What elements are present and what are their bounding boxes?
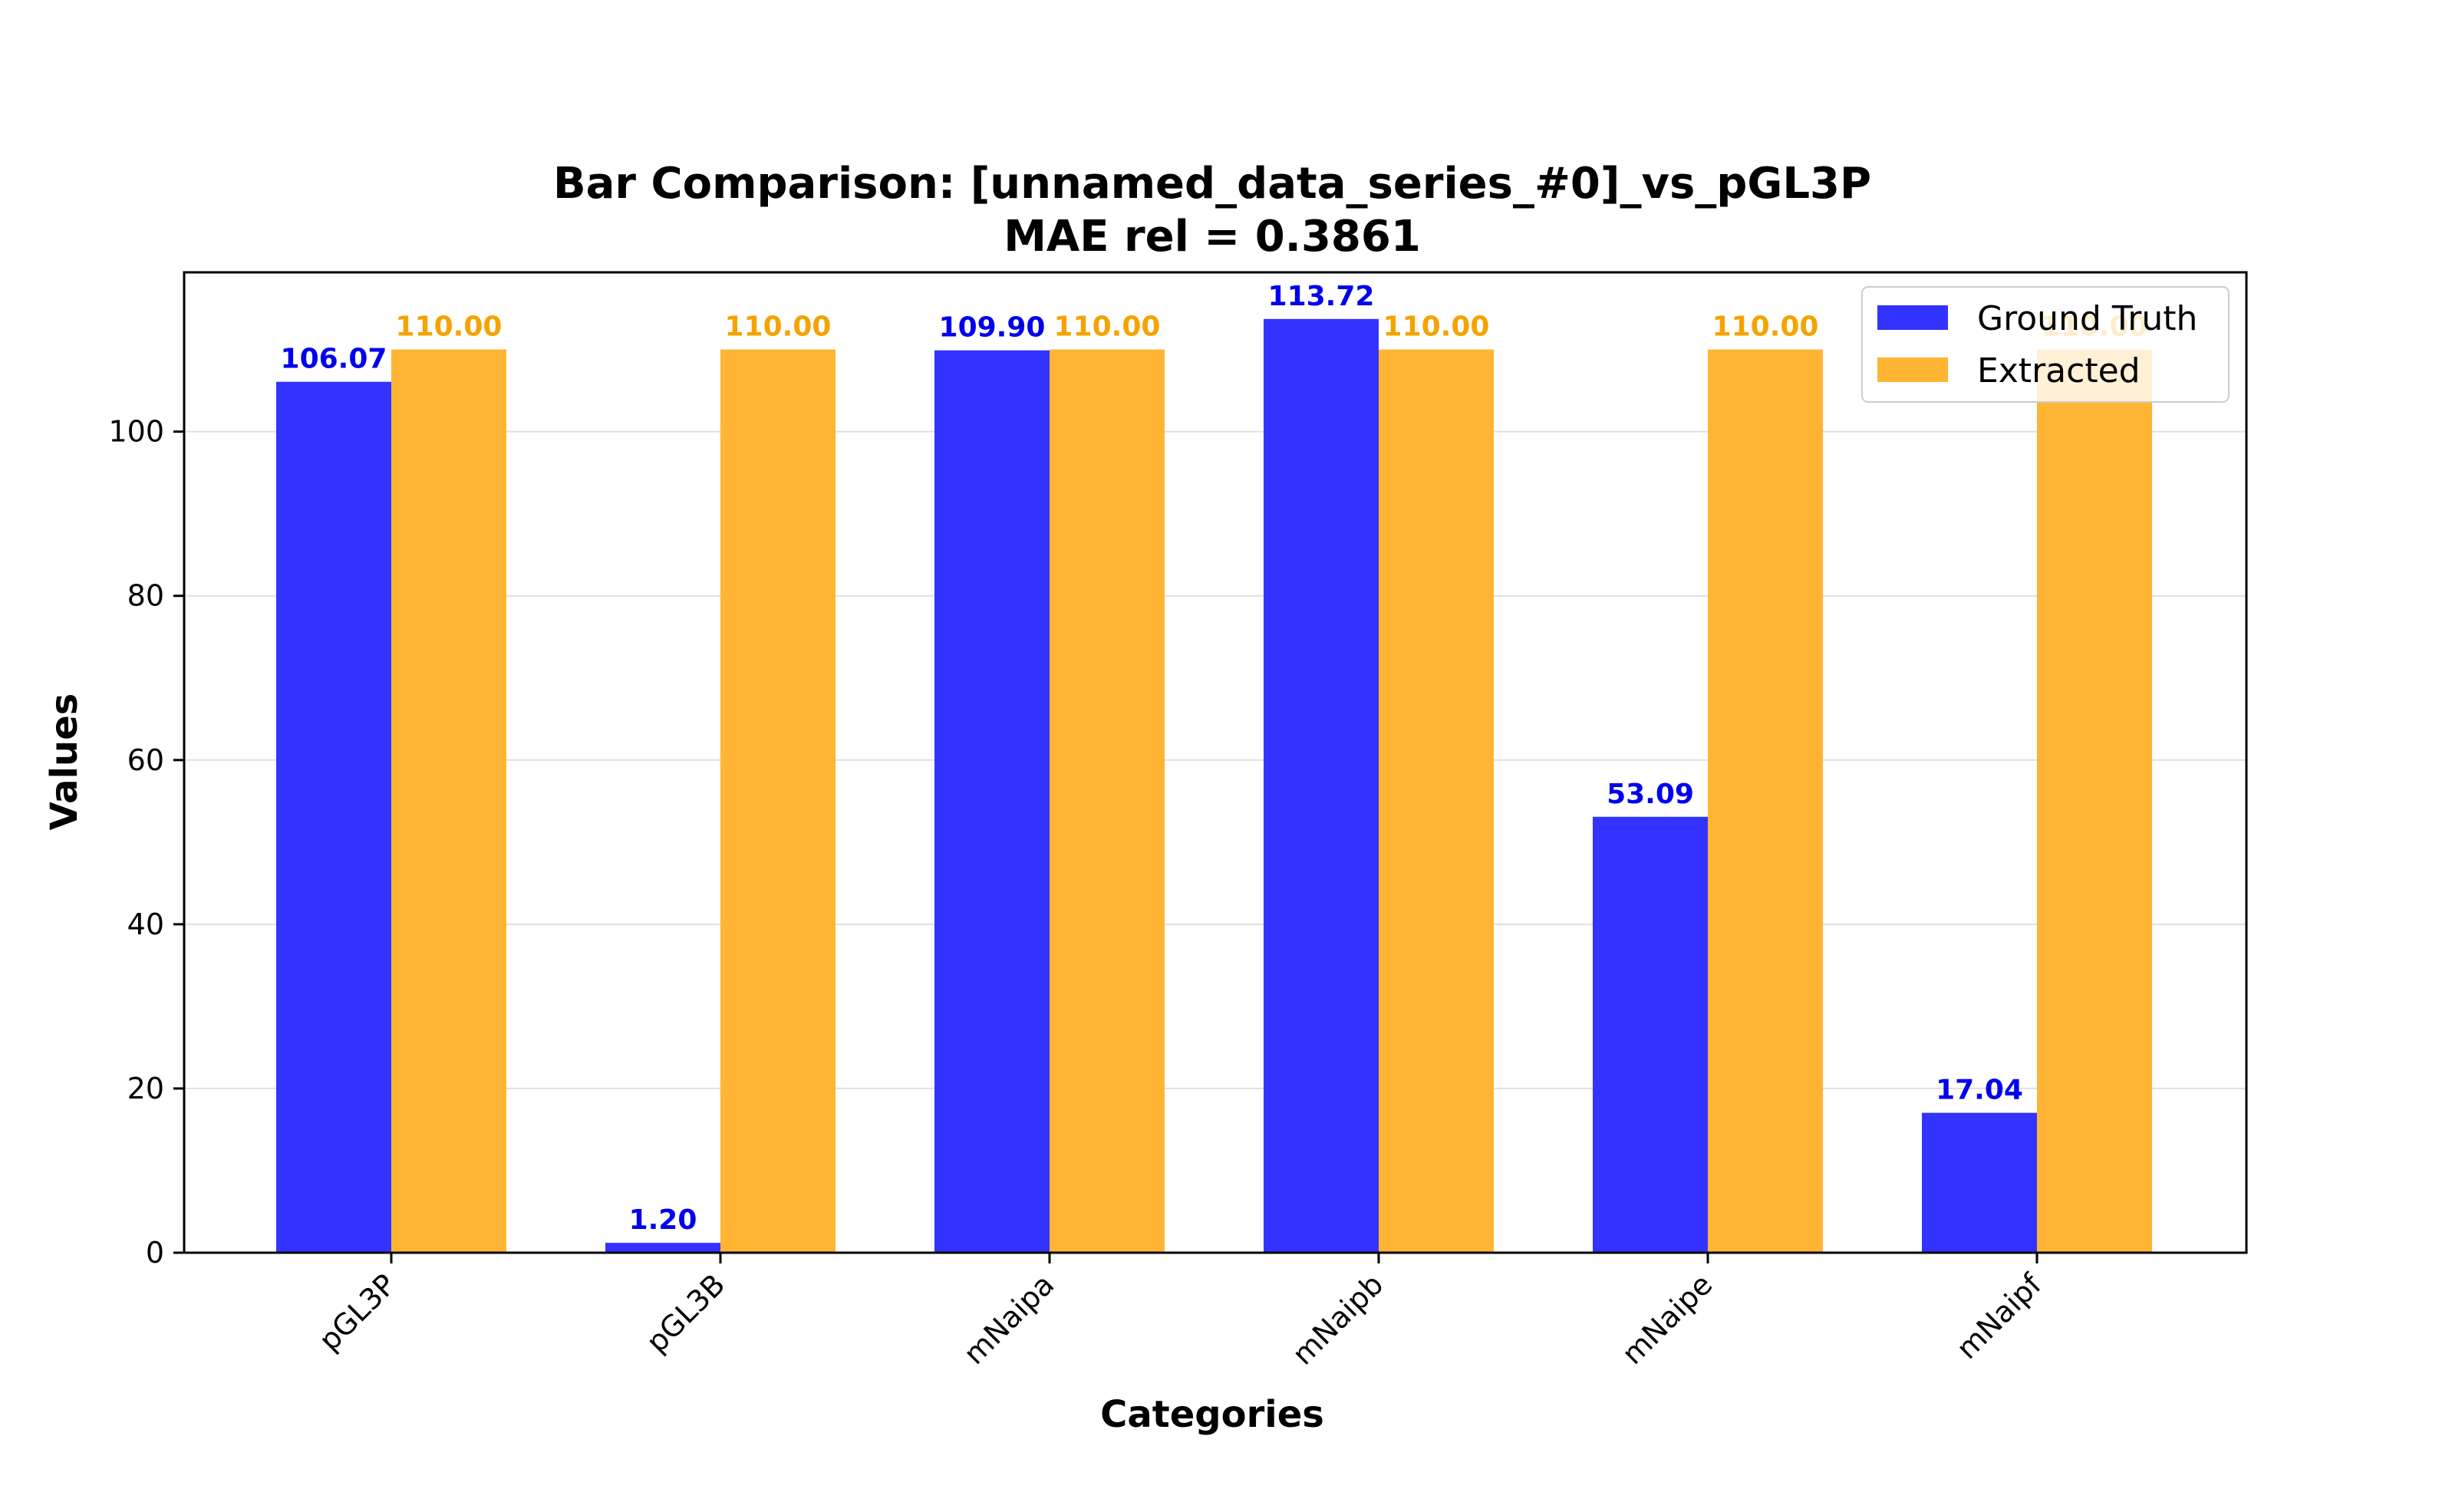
chart-subtitle: MAE rel = 0.3861 (1004, 212, 1421, 262)
bars (276, 318, 2152, 1253)
value-label: 113.72 (1268, 281, 1375, 312)
x-axis-label: Categories (1100, 1393, 1324, 1436)
bar-ground-truth-pgl3p (276, 381, 391, 1253)
value-label: 110.00 (1383, 311, 1490, 343)
value-label: 17.04 (1936, 1075, 2023, 1106)
y-axis-label: Values (43, 693, 86, 831)
bar-ground-truth-pgl3b (605, 1243, 720, 1253)
y-tick-label: 80 (127, 579, 164, 613)
value-label: 106.07 (281, 344, 387, 375)
legend-label-ground-truth: Ground Truth (1977, 299, 2197, 338)
bar-extracted-pgl3b (720, 349, 835, 1253)
legend-swatch-ground-truth (1877, 305, 1948, 330)
value-label: 110.00 (1054, 311, 1161, 343)
legend-swatch-extracted (1877, 357, 1948, 382)
bar-ground-truth-mnaipb (1264, 318, 1379, 1253)
chart-title: Bar Comparison: [unnamed_data_series_#0]… (553, 159, 1871, 209)
value-label: 53.09 (1607, 779, 1694, 810)
y-tick-label: 20 (127, 1072, 164, 1105)
bar-ground-truth-mnaipe (1593, 816, 1708, 1253)
value-label: 110.00 (396, 311, 503, 343)
value-label: 110.00 (725, 311, 832, 343)
value-label: 1.20 (629, 1204, 697, 1236)
y-tick-label: 60 (127, 743, 164, 777)
plot-frame (183, 271, 2248, 1254)
bar-extracted-mnaipe (1708, 349, 1823, 1253)
legend: Ground Truth Extracted (1861, 286, 2230, 403)
y-tick-label: 40 (127, 908, 164, 941)
bar-extracted-mnaipf (2037, 349, 2152, 1253)
y-tick-label: 100 (108, 415, 164, 449)
legend-label-extracted: Extracted (1977, 351, 2141, 390)
value-label: 110.00 (1712, 311, 1819, 343)
bar-ground-truth-mnaipf (1922, 1112, 2037, 1253)
bar-extracted-mnaipa (1050, 349, 1165, 1253)
legend-box (1861, 286, 2230, 403)
bar-extracted-pgl3p (391, 349, 506, 1253)
y-tick-label: 0 (146, 1236, 164, 1270)
value-label: 109.90 (939, 312, 1046, 344)
bar-ground-truth-mnaipa (934, 350, 1050, 1253)
bar-extracted-mnaipb (1379, 349, 1494, 1253)
